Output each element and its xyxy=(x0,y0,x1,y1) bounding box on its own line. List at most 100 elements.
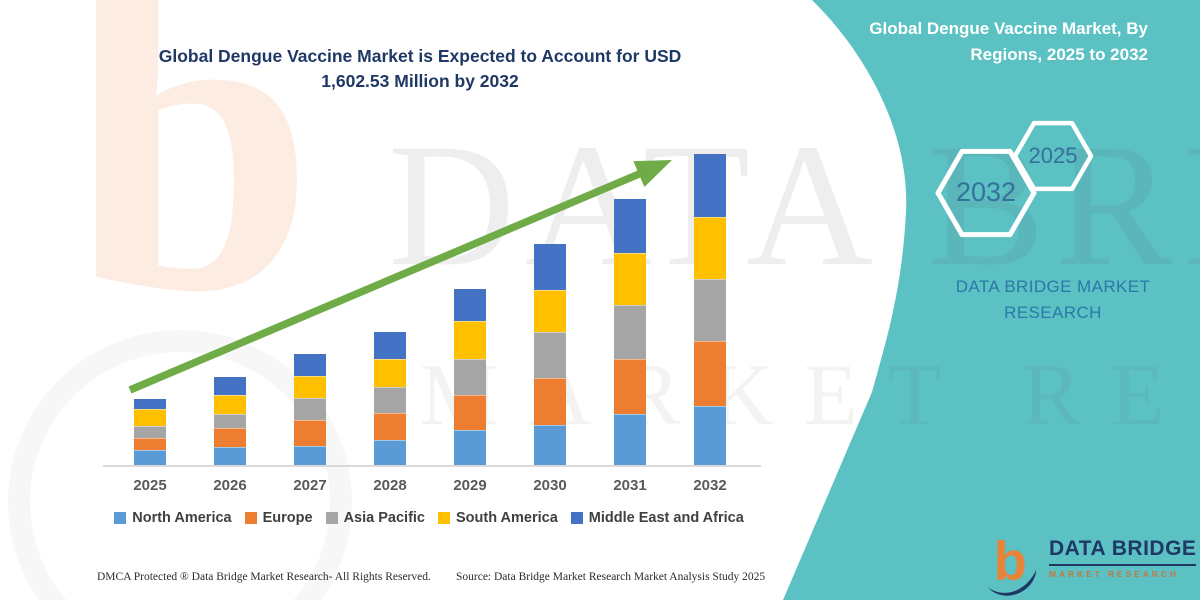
legend-label: North America xyxy=(132,510,232,526)
bar-segment-2031-north-america xyxy=(614,414,646,466)
legend-item-asia-pacific: Asia Pacific xyxy=(325,510,425,526)
bar-segment-2026-north-america xyxy=(214,447,246,466)
teal-side-panel xyxy=(783,0,1200,600)
trend-arrow-line xyxy=(128,170,641,394)
legend-swatch-icon xyxy=(244,512,257,524)
bar-segment-2031-middle-east-and-africa xyxy=(614,199,646,253)
chart-title: Global Dengue Vaccine Market is Expected… xyxy=(115,44,725,95)
x-axis-label-2028: 2028 xyxy=(373,477,407,494)
chart-title-line1: Global Dengue Vaccine Market is Expected… xyxy=(158,46,682,66)
chart-legend: North America Europe Asia Pacific South Ame… xyxy=(95,510,763,526)
bar-2026 xyxy=(214,377,246,466)
bar-segment-2027-north-america xyxy=(294,445,326,466)
databridge-logo-icon: b xyxy=(987,533,1037,596)
bar-2032 xyxy=(694,154,726,466)
legend-item-middle-east-and-africa: Middle East and Africa xyxy=(570,510,744,526)
bar-2029 xyxy=(454,288,486,466)
bar-segment-2025-north-america xyxy=(134,449,166,466)
panel-title-line1: Global Dengue Vaccine Market, By xyxy=(869,19,1148,38)
bar-2028 xyxy=(374,331,406,466)
legend-item-europe: Europe xyxy=(244,510,313,526)
brand-text-line2: RESEARCH xyxy=(1004,303,1102,323)
bar-segment-2028-europe xyxy=(374,413,406,440)
bar-segment-2029-north-america xyxy=(454,429,486,466)
bar-segment-2030-middle-east-and-africa xyxy=(534,244,566,290)
watermark-text-databridge: DATA BRIDGE xyxy=(388,108,1200,303)
legend-item-south-america: South America xyxy=(438,510,558,526)
x-axis-label-2025: 2025 xyxy=(133,477,167,494)
bar-segment-2031-asia-pacific xyxy=(614,304,646,360)
bar-segment-2028-middle-east-and-africa xyxy=(374,331,406,359)
legend-label: Europe xyxy=(262,510,313,526)
bar-segment-2026-middle-east-and-africa xyxy=(214,377,246,395)
bar-segment-2032-south-america xyxy=(694,217,726,280)
bar-segment-2031-south-america xyxy=(614,252,646,305)
legend-label: Asia Pacific xyxy=(343,510,425,526)
hexagon-2025-label: 2025 xyxy=(1028,143,1078,168)
logo-subtitle: MARKET RESEARCH xyxy=(1049,569,1179,579)
source-note: Source: Data Bridge Market Research Mark… xyxy=(456,571,766,583)
watermark-logo-letter: b xyxy=(70,0,315,383)
legend-swatch-icon xyxy=(325,512,338,524)
bar-segment-2029-asia-pacific xyxy=(454,358,486,395)
bar-segment-2030-europe xyxy=(534,377,566,425)
x-axis-label-2032: 2032 xyxy=(693,477,727,494)
panel-title-line2: Regions, 2025 to 2032 xyxy=(970,44,1148,64)
x-axis-label-2031: 2031 xyxy=(613,477,647,494)
bar-segment-2029-middle-east-and-africa xyxy=(454,288,486,321)
databridge-logo: b DATA BRIDGE MARKET RESEARCH xyxy=(985,531,1197,597)
hexagon-2032 xyxy=(935,148,1037,238)
chart-title-line2: 1,602.53 Million by 2032 xyxy=(321,71,519,92)
legend-item-north-america: North America xyxy=(114,510,232,526)
bar-segment-2025-middle-east-and-africa xyxy=(134,399,166,410)
bar-segment-2025-europe xyxy=(134,438,166,450)
bar-segment-2029-south-america xyxy=(454,320,486,359)
bar-segment-2032-middle-east-and-africa xyxy=(694,154,726,218)
trend-arrow-head xyxy=(633,160,672,187)
legend-swatch-icon xyxy=(438,512,450,524)
bar-2025 xyxy=(134,399,166,466)
bar-segment-2030-north-america xyxy=(534,424,566,466)
logo-swoosh xyxy=(987,569,1037,596)
logo-b-glyph: b xyxy=(994,533,1027,592)
bar-segment-2032-europe xyxy=(694,340,726,406)
legend-label: Middle East and Africa xyxy=(588,510,744,526)
bar-segment-2026-south-america xyxy=(214,394,246,414)
bar-segment-2027-south-america xyxy=(294,375,326,399)
bar-segment-2027-asia-pacific xyxy=(294,398,326,420)
legend-swatch-icon xyxy=(114,512,127,524)
x-axis-label-2026: 2026 xyxy=(213,477,247,494)
bar-segment-2028-north-america xyxy=(374,439,406,466)
brand-text-line1: DATA BRIDGE MARKET xyxy=(955,277,1151,296)
brand-text: DATA BRIDGE MARKET RESEARCH xyxy=(920,274,1186,327)
dmca-notice: DMCA Protected ® Data Bridge Market Rese… xyxy=(97,571,431,583)
bar-segment-2031-europe xyxy=(614,359,646,415)
x-axis-label-2030: 2030 xyxy=(533,477,567,494)
bar-segment-2027-europe xyxy=(294,419,326,446)
bar-segment-2029-europe xyxy=(454,394,486,430)
panel-title: Global Dengue Vaccine Market, By Regions… xyxy=(845,16,1148,67)
bar-segment-2030-south-america xyxy=(534,289,566,332)
bar-segment-2032-north-america xyxy=(694,406,726,466)
x-axis-label-2029: 2029 xyxy=(453,477,487,494)
bar-2027 xyxy=(294,353,326,466)
bar-segment-2030-asia-pacific xyxy=(534,331,566,378)
x-axis-label-2027: 2027 xyxy=(293,477,327,494)
bar-segment-2027-middle-east-and-africa xyxy=(294,353,326,376)
bar-segment-2025-asia-pacific xyxy=(134,426,166,439)
x-axis-line xyxy=(103,465,761,467)
bar-2031 xyxy=(614,199,646,466)
bar-segment-2026-asia-pacific xyxy=(214,413,246,429)
bar-2030 xyxy=(534,244,566,466)
hexagon-2032-label: 2032 xyxy=(955,177,1017,207)
bar-segment-2026-europe xyxy=(214,428,246,448)
bar-segment-2025-south-america xyxy=(134,409,166,427)
legend-label: South America xyxy=(456,510,558,526)
bar-segment-2028-asia-pacific xyxy=(374,386,406,414)
legend-swatch-icon xyxy=(570,512,583,524)
bar-segment-2028-south-america xyxy=(374,358,406,387)
bar-segment-2032-asia-pacific xyxy=(694,279,726,341)
